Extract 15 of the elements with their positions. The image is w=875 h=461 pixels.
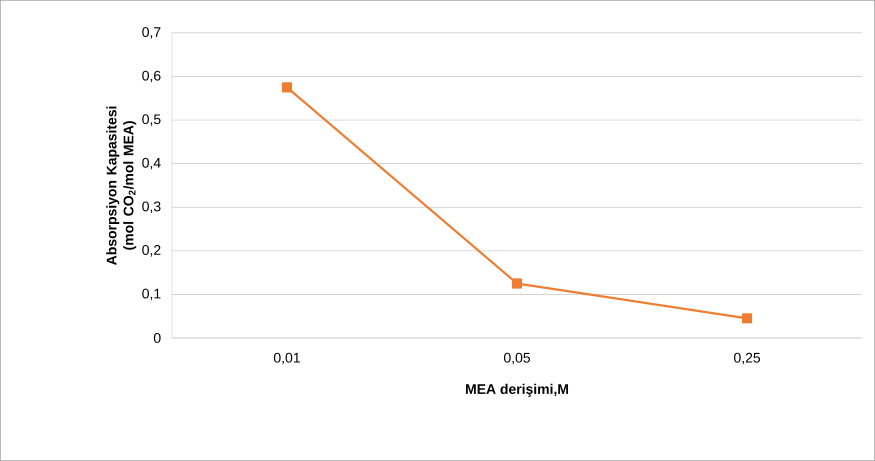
x-tick-label: 0,25: [734, 352, 760, 364]
point: [742, 313, 752, 324]
x-tick-label: 0,05: [504, 352, 530, 364]
y-tick-label: 0: [154, 333, 161, 343]
x-tick-label: 0,01: [274, 352, 300, 364]
y-tick-label: 0,3: [142, 202, 161, 214]
y-tick-label: 0,2: [142, 245, 160, 257]
point: [512, 278, 522, 289]
y-tick-label: 0,1: [142, 288, 160, 300]
point: [282, 82, 292, 93]
y-tick-label: 0,6: [142, 70, 161, 82]
y-tick-label: 0,4: [142, 158, 161, 170]
y-tick-label: 0,5: [142, 114, 161, 126]
x-axis-title: MEA derişimi,M: [466, 384, 568, 397]
y-tick-label: 0,7: [142, 27, 160, 39]
